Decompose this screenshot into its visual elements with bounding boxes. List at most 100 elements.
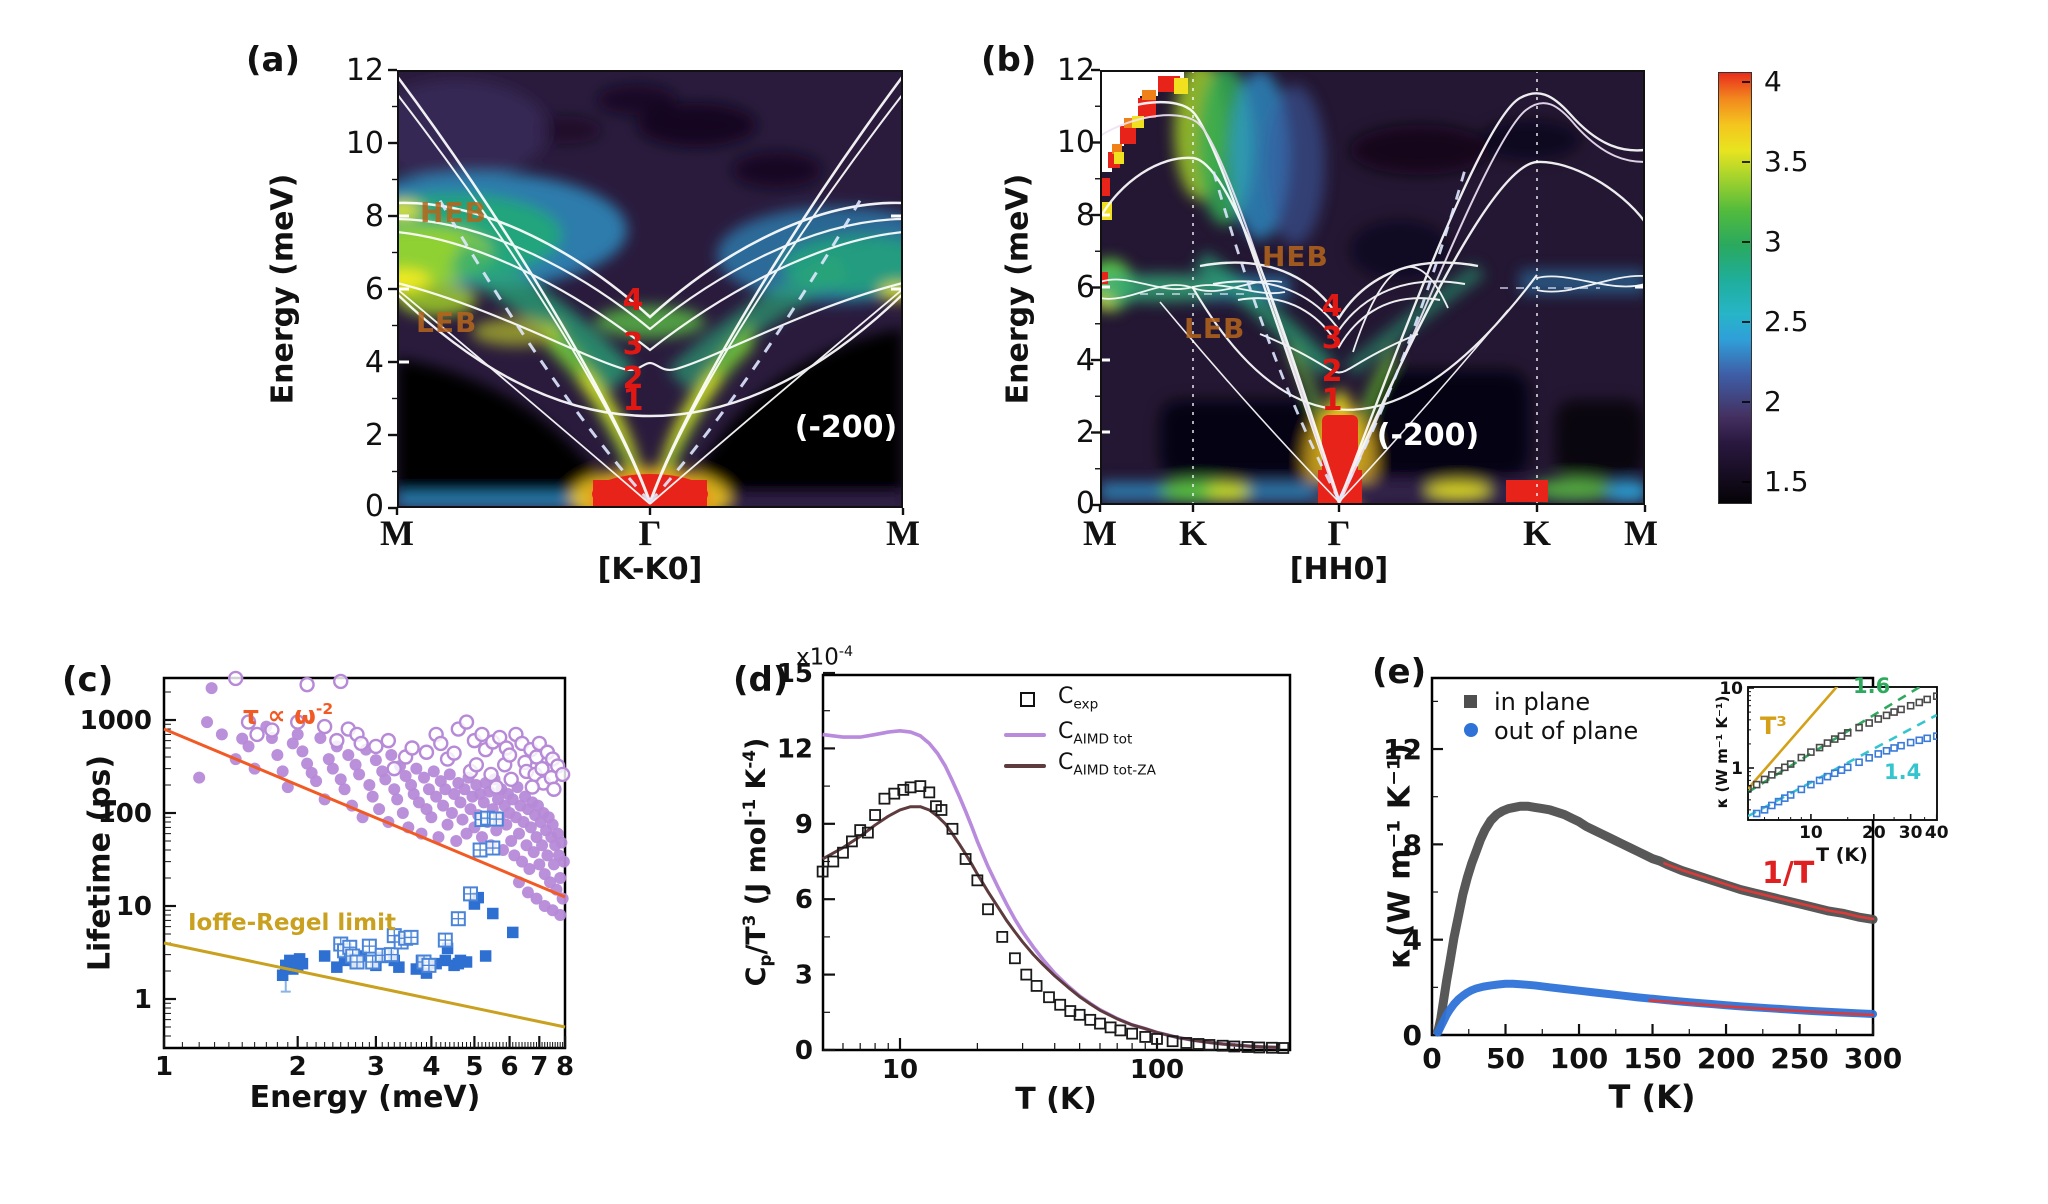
a-ytick: 2 <box>364 418 384 453</box>
panel-e-xlabel: T (K) <box>1608 1078 1696 1116</box>
power-1p6-label: 1.6 <box>1853 674 1891 698</box>
d-legend-aimd-tot-za: CAIMD tot-ZA <box>1058 750 1156 779</box>
tau-omega-annotation: τ ∝ ω-2 <box>243 700 334 730</box>
b-xlabel: [HH0] <box>1289 552 1389 587</box>
axis-tick-label: 0 <box>795 1036 813 1066</box>
phonon-branches-b <box>1100 92 1645 505</box>
axis-tick-label: 1 <box>1731 759 1743 779</box>
a-xtick-M-left: M <box>380 513 414 553</box>
dashed-sound-lines-a <box>433 191 867 504</box>
axis-tick-label: 10 <box>1799 823 1823 843</box>
d-offset-label: x10-4 <box>796 644 854 671</box>
axis-tick-label: 250 <box>1770 1042 1828 1075</box>
axis-tick-label: 4 <box>422 1052 440 1082</box>
b-ytick: 6 <box>1075 270 1095 305</box>
b-ytick: 4 <box>1075 343 1095 378</box>
axis-tick-label: 300 <box>1844 1042 1902 1075</box>
a-xlabel: [K-K0] <box>597 552 703 587</box>
axis-tick-label: 8 <box>556 1052 574 1082</box>
e-legend-marker-inplane <box>1464 695 1477 708</box>
axis-tick-label: 20 <box>1862 823 1886 843</box>
panel-e-title: (e) <box>1372 652 1427 692</box>
b-mode-2: 2 <box>1321 354 1343 389</box>
axis-tick-label: 12 <box>777 734 813 764</box>
colorbar-tick: 3.5 <box>1764 145 1809 178</box>
panel-b-ylabel: Energy (meV) <box>1000 173 1036 405</box>
axis-tick-label: 6 <box>795 885 813 915</box>
ioffe-regel-annotation: Ioffe-Regel limit <box>188 910 397 936</box>
axis-tick-label: 3 <box>367 1052 385 1082</box>
b-xtick-K-right: K <box>1522 513 1552 553</box>
a-heb-label: HEB <box>420 196 487 229</box>
panel-c-xlabel: Energy (meV) <box>249 1080 481 1115</box>
b-ytick: 8 <box>1075 198 1095 233</box>
b-mode-4: 4 <box>1321 289 1343 324</box>
axis-tick-label: 10 <box>116 892 152 922</box>
panel-c-ylabel: Lifetime (ps) <box>82 754 118 972</box>
axis-tick-label: 30 <box>1899 823 1923 843</box>
a-mode-4: 4 <box>622 283 644 318</box>
b-ytick: 2 <box>1075 415 1095 450</box>
a-xtick-M-right: M <box>886 513 920 553</box>
b-ytick: 0 <box>1075 486 1095 521</box>
b-xtick-M-left: M <box>1083 513 1117 553</box>
axis-tick-label: 200 <box>1697 1042 1755 1075</box>
e-inset-ylabel: κ (W m⁻¹ K⁻¹) <box>1713 695 1731 809</box>
panel-d-ylabel: Cp/T3 (J mol-1 K-4) <box>738 737 776 987</box>
panel-e-ylabel: κ (W m⁻¹ K⁻¹) <box>1382 743 1418 969</box>
a-ytick: 4 <box>364 345 384 380</box>
axis-tick-label: 1 <box>134 985 152 1015</box>
a-leb-label: LEB <box>416 306 478 339</box>
power-1p4-label: 1.4 <box>1884 760 1922 784</box>
e-legend-outofplane: out of plane <box>1494 717 1639 745</box>
d-legend-exp: Cexp <box>1058 684 1099 713</box>
one-over-T-label: 1/T <box>1762 856 1815 891</box>
a-mode-2: 2 <box>622 361 644 396</box>
colorbar-tick: 2.5 <box>1764 305 1809 338</box>
no-data-wedge <box>1100 70 1184 172</box>
panel-a-title: (a) <box>246 40 301 80</box>
e-legend-marker-outofplane <box>1464 723 1478 737</box>
d-legend-marker-aimd-tot <box>1004 733 1046 737</box>
k-point-guides <box>1192 70 1538 505</box>
panel-d-title: (d) <box>733 660 789 700</box>
dispersion-heatmap-b <box>1100 70 1645 505</box>
axis-tick-label: 100 <box>1130 1055 1184 1085</box>
axis-tick-label: 7 <box>530 1052 548 1082</box>
axis-tick-label: 50 <box>1486 1042 1525 1075</box>
a-mode-1: 1 <box>622 383 644 418</box>
a-ytick: 0 <box>364 489 384 524</box>
d-legend-marker-exp <box>1020 692 1035 707</box>
axis-tick-label: 150 <box>1623 1042 1681 1075</box>
axis-tick-label: 10 <box>882 1055 918 1085</box>
b-mode-1: 1 <box>1321 383 1343 418</box>
panel-d-xlabel: T (K) <box>1015 1082 1097 1117</box>
panel-c-title: (c) <box>62 660 114 700</box>
colorbar-tick: 2 <box>1764 385 1782 418</box>
b-ytick: 10 <box>1056 125 1095 160</box>
e-inset-xlabel: T (K) <box>1816 844 1868 866</box>
T-cubed-label: T³ <box>1760 712 1787 740</box>
colorbar-tick: 4 <box>1764 65 1782 98</box>
a-ytick: 6 <box>364 272 384 307</box>
phonon-branches-a <box>397 75 903 505</box>
b-xtick-K-left: K <box>1178 513 1208 553</box>
a-zone-tag: (-200) <box>794 410 898 445</box>
a-ytick: 8 <box>364 199 384 234</box>
b-ytick: 12 <box>1056 53 1095 88</box>
a-mode-3: 3 <box>622 327 644 362</box>
panel-a-ylabel: Energy (meV) <box>265 173 301 405</box>
b-xtick-gamma: Γ <box>1327 513 1351 553</box>
axis-tick-label: 0 <box>1422 1042 1441 1075</box>
axis-tick-label: 2 <box>289 1052 307 1082</box>
b-mode-3: 3 <box>1321 321 1343 356</box>
axis-tick-label: 3 <box>795 961 813 991</box>
kappa-inset-series <box>1748 687 1937 818</box>
a-ytick: 12 <box>345 53 384 88</box>
heat-capacity-series <box>816 729 1290 1054</box>
d-legend-aimd-tot: CAIMD tot <box>1058 719 1133 748</box>
dispersion-heatmap-a <box>397 70 903 508</box>
axis-tick-label: 5 <box>465 1052 483 1082</box>
colorbar-tick: 1.5 <box>1764 465 1809 498</box>
